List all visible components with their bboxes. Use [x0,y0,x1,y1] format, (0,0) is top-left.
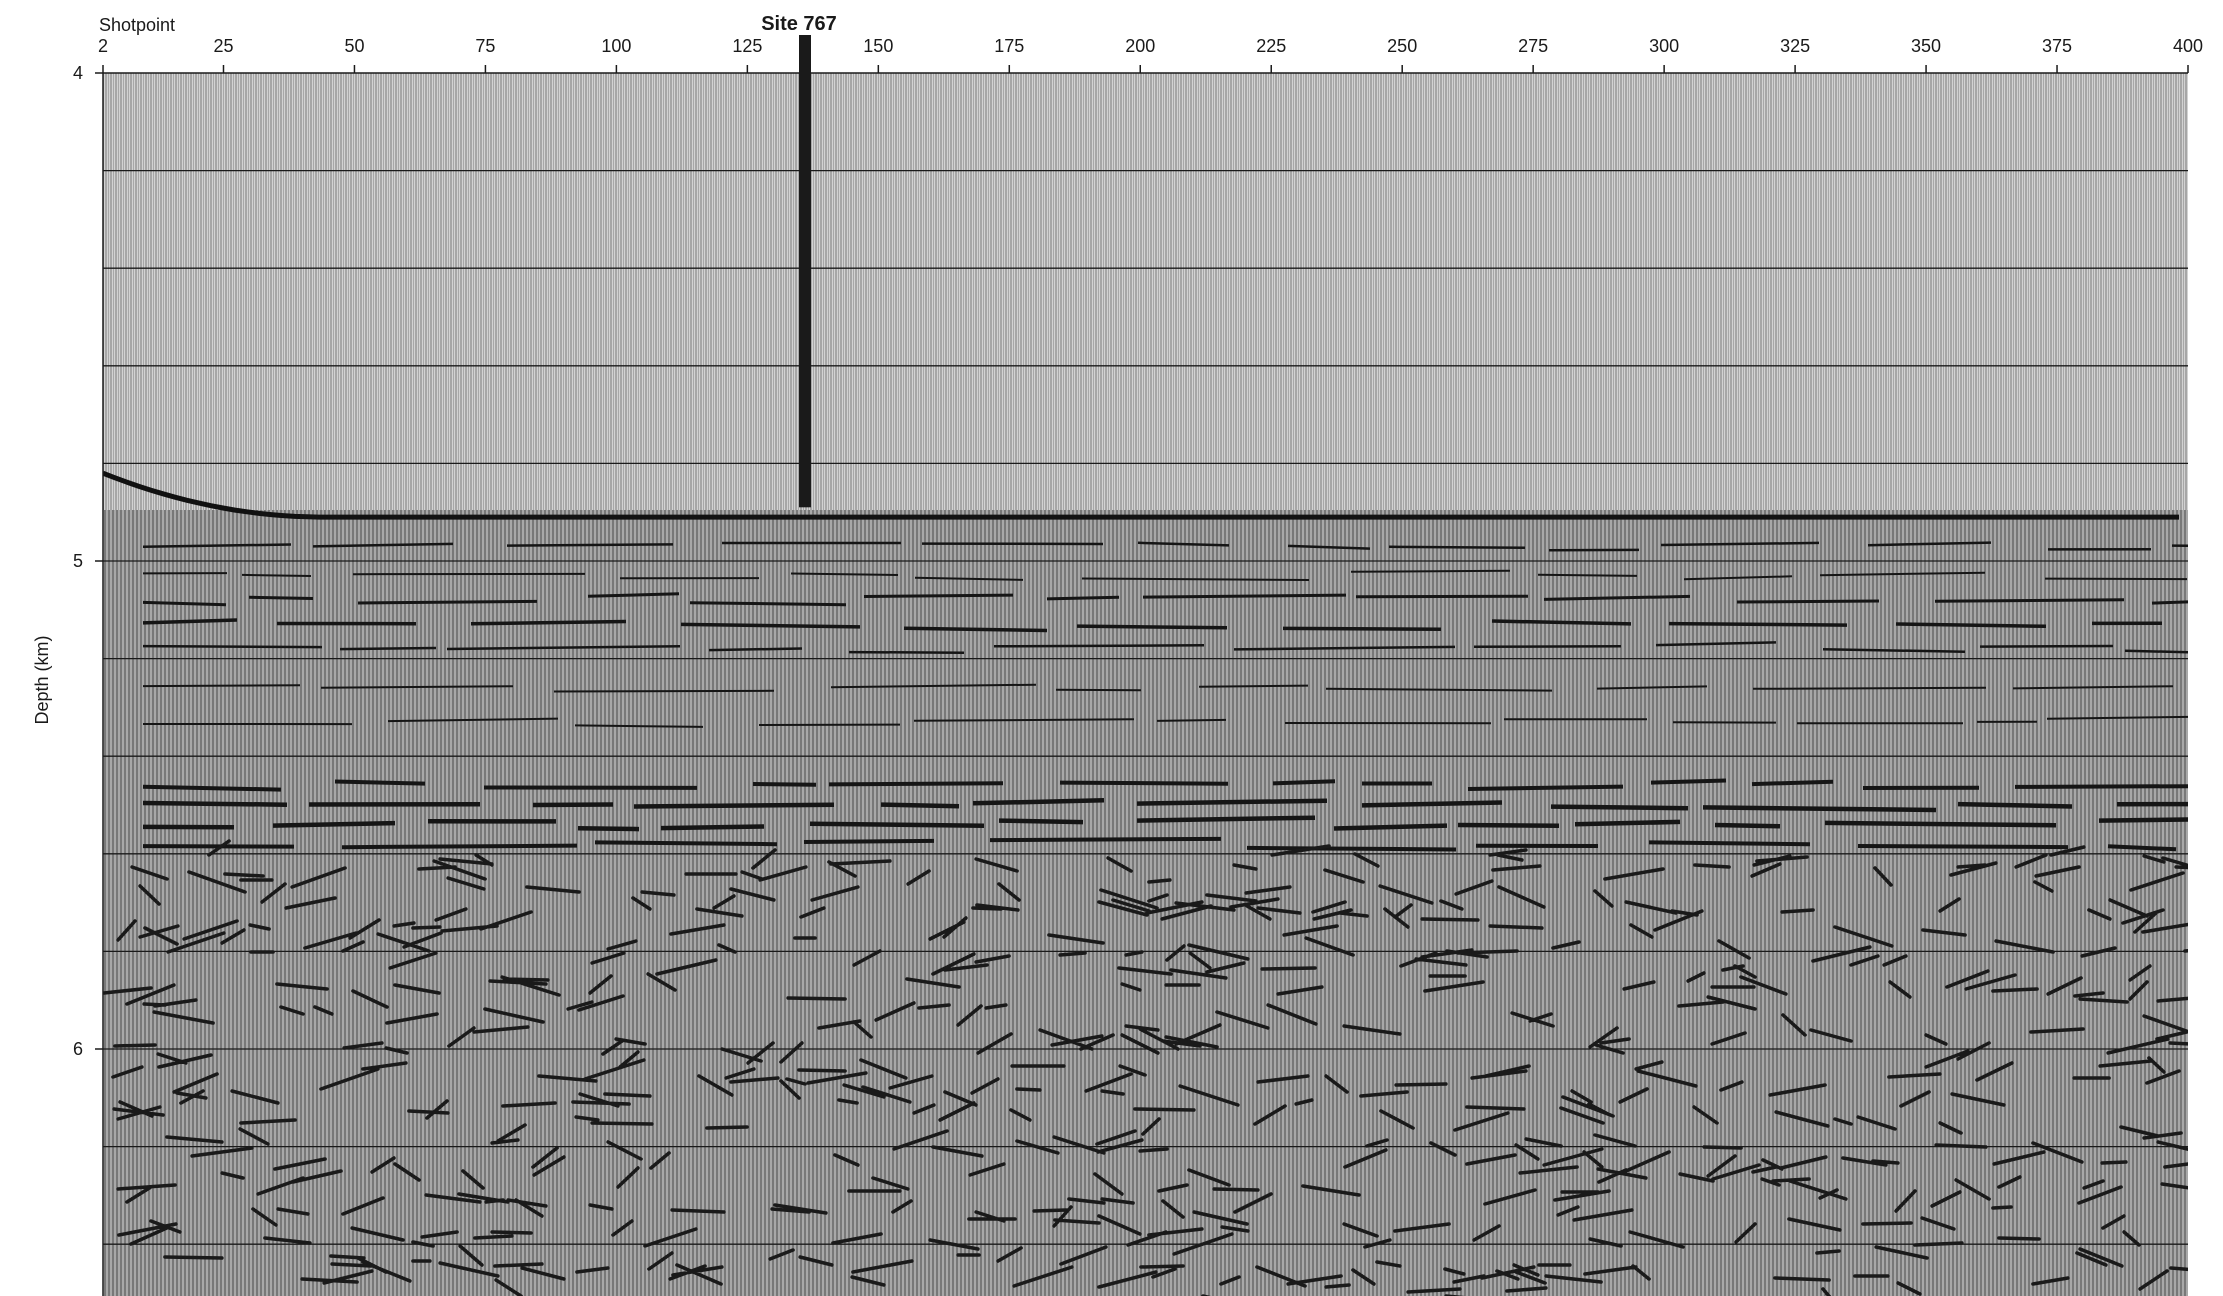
shotpoint-tick-label: 100 [601,36,631,56]
y-axis-title: Depth (km) [32,635,52,724]
shotpoint-tick-label: 275 [1518,36,1548,56]
sediment-reflector [142,618,2163,633]
shotpoint-tick-label: 225 [1256,36,1286,56]
x-axis-title: Shotpoint [99,15,175,35]
depth-tick-label: 6 [73,1039,83,1059]
shotpoint-tick-label: 250 [1387,36,1417,56]
shotpoint-tick-label: 375 [2042,36,2072,56]
shotpoint-tick-label: 350 [1911,36,1941,56]
shotpoint-tick-label: 200 [1125,36,1155,56]
reflector-group [103,470,2188,1296]
shotpoint-tick-label: 75 [475,36,495,56]
sediment-reflector [142,592,2188,607]
sediment-reflector [142,641,2188,654]
sediment-reflector [142,778,2188,792]
depth-gridlines [103,169,2188,1245]
sediment-reflector [142,683,2174,693]
sediment-reflector [142,541,2188,552]
sediment-reflector [142,798,2188,813]
site-label: Site 767 [761,13,837,35]
shotpoint-tick-label: 175 [994,36,1024,56]
site-drill-hole-marker [799,35,811,508]
shotpoint-tick-label: 300 [1649,36,1679,56]
shotpoint-tick-label: 125 [732,36,762,56]
shotpoint-tick-label: 2 [98,36,108,56]
shotpoint-tick-label: 400 [2173,36,2203,56]
depth-axis: 4 5 6 [73,63,103,1059]
sediment-reflector [142,715,2188,728]
depth-tick-label: 5 [73,551,83,571]
depth-tick-label: 4 [73,63,83,83]
sediment-reflector [142,569,2188,581]
shotpoint-tick-label: 150 [863,36,893,56]
shotpoint-axis: 2 25 50 75 100 125 150 175 200 225 250 275 300 325 350… [98,36,2203,73]
shotpoint-tick-label: 25 [213,36,233,56]
seafloor-reflector [103,470,2179,520]
seismic-plot-area [103,73,2188,1296]
basement-reflector [103,839,2188,1296]
shotpoint-tick-label: 50 [344,36,364,56]
shotpoint-tick-label: 325 [1780,36,1810,56]
sediment-reflector [142,815,2188,832]
